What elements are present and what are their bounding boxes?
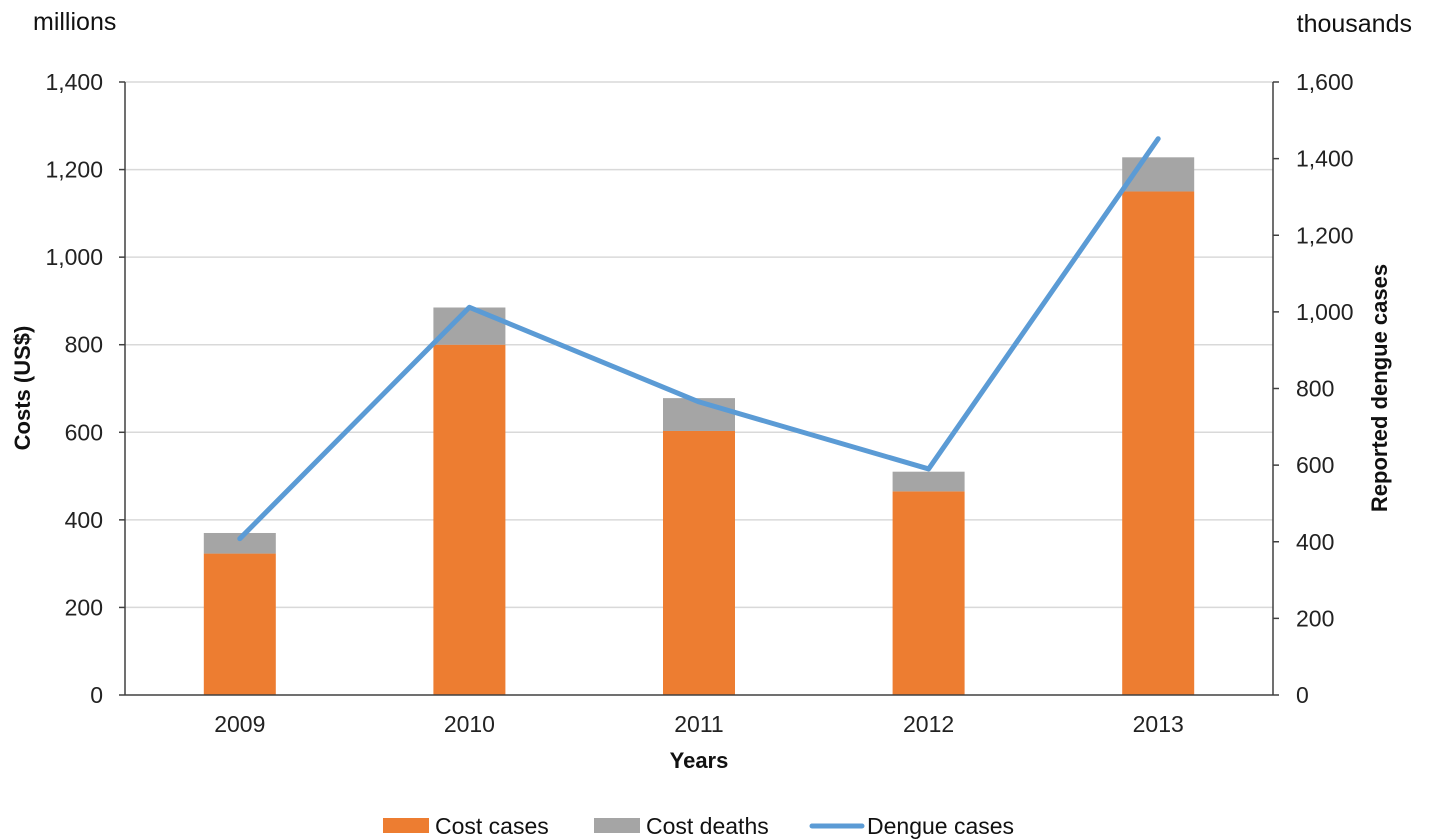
x-axis-title: Years bbox=[670, 748, 729, 773]
right-axis-ticks: 0 200 400 600 800 1,000 1,200 1,400 1,600 bbox=[1273, 69, 1354, 708]
legend-swatch-cost-cases bbox=[383, 818, 429, 833]
left-tick-label: 600 bbox=[65, 419, 103, 445]
bar-cost-deaths-2012 bbox=[893, 472, 965, 492]
x-tick-label: 2009 bbox=[214, 711, 265, 737]
x-tick-label: 2011 bbox=[674, 711, 723, 737]
legend-label-cost-deaths: Cost deaths bbox=[646, 813, 769, 839]
left-tick-label: 800 bbox=[65, 332, 103, 358]
left-tick-label: 1,200 bbox=[45, 157, 103, 183]
right-tick-label: 1,000 bbox=[1296, 299, 1354, 325]
legend-swatch-cost-deaths bbox=[594, 818, 640, 833]
left-tick-label: 1,000 bbox=[45, 244, 103, 270]
left-tick-label: 200 bbox=[65, 594, 103, 620]
legend: Cost cases Cost deaths Dengue cases bbox=[383, 813, 1014, 839]
x-tick-label: 2010 bbox=[444, 711, 495, 737]
left-axis-ticks: 0 200 400 600 800 1,000 1,200 1,400 bbox=[45, 69, 125, 708]
left-axis-title: Costs (US$) bbox=[10, 326, 35, 451]
right-tick-label: 0 bbox=[1296, 682, 1309, 708]
bar-cost-cases-2009 bbox=[204, 554, 276, 695]
right-tick-label: 800 bbox=[1296, 376, 1334, 402]
x-tick-label: 2012 bbox=[903, 711, 954, 737]
right-unit-label: thousands bbox=[1297, 10, 1412, 38]
left-tick-label: 400 bbox=[65, 507, 103, 533]
x-tick-label: 2013 bbox=[1133, 711, 1184, 737]
right-tick-label: 200 bbox=[1296, 605, 1334, 631]
left-tick-label: 1,400 bbox=[45, 69, 103, 95]
left-tick-label: 0 bbox=[90, 682, 103, 708]
legend-label-cost-cases: Cost cases bbox=[435, 813, 549, 839]
right-tick-label: 600 bbox=[1296, 452, 1334, 478]
bar-cost-cases-2012 bbox=[893, 491, 965, 695]
right-tick-label: 400 bbox=[1296, 529, 1334, 555]
bar-cost-cases-2013 bbox=[1122, 191, 1194, 695]
right-tick-label: 1,600 bbox=[1296, 69, 1354, 95]
right-tick-label: 1,400 bbox=[1296, 146, 1354, 172]
legend-label-dengue-cases: Dengue cases bbox=[867, 813, 1014, 839]
bar-cost-cases-2011 bbox=[663, 431, 735, 695]
right-axis-title: Reported dengue cases bbox=[1367, 264, 1392, 512]
left-unit-label: millions bbox=[33, 8, 116, 36]
bar-cost-deaths-2010 bbox=[433, 307, 505, 344]
x-axis-ticks: 2009 2010 2011 2012 2013 bbox=[214, 711, 1184, 737]
bar-cost-cases-2010 bbox=[433, 345, 505, 695]
right-tick-label: 1,200 bbox=[1296, 222, 1354, 248]
